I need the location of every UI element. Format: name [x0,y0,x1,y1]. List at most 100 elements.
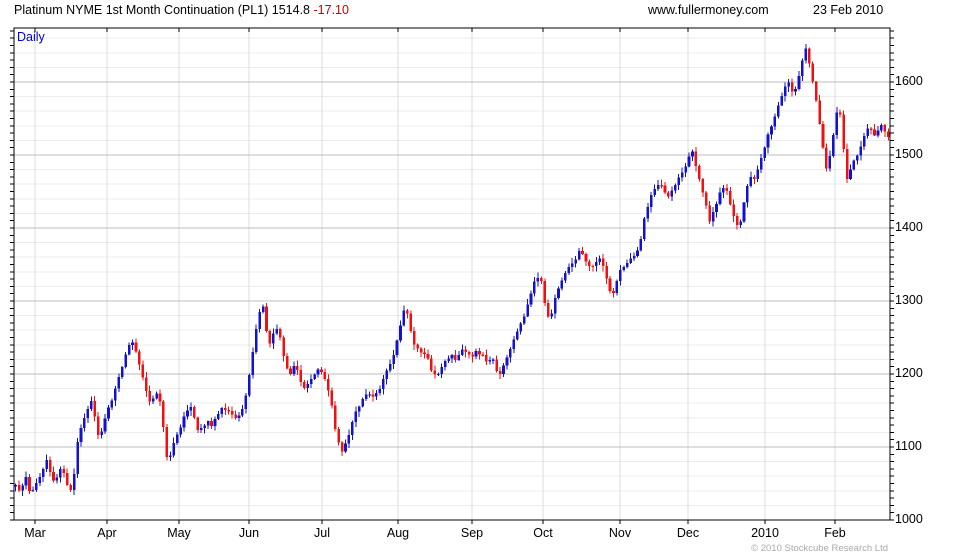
candle-body [735,216,739,226]
candle-body [694,151,698,167]
candle-body [835,112,839,135]
candle-body [612,291,615,293]
candle-body [639,238,643,251]
candle-body [309,378,313,385]
candle-body [399,325,402,341]
candle-body [196,417,200,431]
candle-body [306,384,310,388]
candle-body [677,177,681,185]
candle-body [584,253,588,262]
candle-body [244,395,248,409]
candle-body [680,172,684,178]
candle-body [873,129,876,136]
timeframe-label: Daily [17,30,45,44]
candle-body [564,272,567,281]
candle-body [615,281,619,293]
candle-body [189,406,193,411]
candle-body [251,352,255,375]
candle-body [93,401,97,417]
candle-body [296,365,299,370]
candle-body [656,185,660,189]
candle-body [653,188,656,196]
candle-body [859,146,863,156]
candle-body [625,263,629,268]
candle-body [381,379,385,390]
candle-body [364,394,368,400]
plot-border [13,27,891,521]
candle-body [175,434,179,444]
candle-body [852,160,856,170]
candle-body [31,489,35,492]
candle-body [691,151,694,157]
candle-body [838,112,842,115]
candle-body [416,344,419,349]
candle-body [728,190,732,205]
candle-body [117,376,121,389]
price-change: -17.10 [313,3,349,17]
candle-body [783,86,787,97]
candle-body [515,331,519,340]
candle-body [114,388,117,401]
candle-body [577,251,581,260]
candle-body [316,369,320,375]
candle-body [756,169,760,180]
candle-body [395,340,399,355]
candle-body [591,265,595,267]
candle-body [869,128,873,130]
candle-body [649,195,653,207]
candle-body [670,190,674,197]
candle-body [282,337,285,357]
candle-body [340,442,344,452]
candle-body [543,280,547,303]
candle-body [814,81,818,101]
candle-body [725,188,729,191]
candle-body [581,251,584,254]
candle-body [622,267,626,270]
candle-body [474,351,478,357]
candle-body [540,277,543,281]
candle-body [14,484,18,487]
candle-body [804,48,808,61]
candle-body [409,313,413,332]
candle-body [107,407,110,419]
candle-body [560,280,564,289]
candle-body [807,48,811,64]
candle-body [673,184,677,191]
candle-body [141,364,145,378]
candle-body [698,166,701,179]
candle-body [718,192,722,205]
candle-body [883,125,887,132]
candle-body [663,185,667,193]
candle-body [35,482,38,490]
candle-body [76,442,79,475]
candle-body [292,365,296,375]
candle-body [866,128,869,136]
candle-body [880,125,883,131]
candle-body [687,156,691,167]
candle-body [72,474,76,490]
candle-body [227,410,231,412]
candle-body [512,339,516,349]
candle-body [753,176,756,180]
candle-body [491,359,495,361]
candle-body [461,349,464,355]
candle-body [495,359,498,371]
candle-body [433,370,437,375]
candle-body [886,131,890,137]
candle-body [203,425,206,428]
candle-body [777,105,780,117]
candle-body [299,369,303,382]
candle-body [100,431,103,435]
candle-body [574,259,577,264]
candle-body [55,477,59,481]
candle-body [546,302,550,317]
candle-body [608,278,612,292]
candle-body [605,266,608,279]
candle-body [134,342,138,352]
candle-body [629,258,632,264]
candle-body [619,269,622,282]
candle-body [83,417,86,429]
candle-body [320,369,323,372]
candle-body [533,281,536,294]
